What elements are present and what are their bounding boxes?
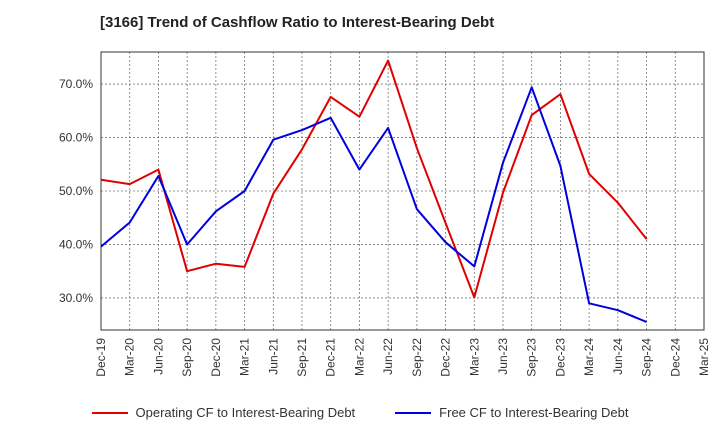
legend-item-free-cf: Free CF to Interest-Bearing Debt xyxy=(395,405,628,420)
x-tick-label: Sep-24 xyxy=(640,338,654,377)
x-tick-label: Jun-20 xyxy=(151,338,165,375)
x-tick-label: Jun-23 xyxy=(496,338,510,375)
series-line-free-cf xyxy=(100,86,647,323)
legend-label-operating-cf: Operating CF to Interest-Bearing Debt xyxy=(135,405,356,420)
x-tick-label: Dec-21 xyxy=(324,338,338,377)
x-tick-label: Jun-22 xyxy=(381,338,395,375)
y-tick-label: 50.0% xyxy=(59,184,93,198)
x-tick-label: Mar-22 xyxy=(352,338,366,376)
x-tick-label: Jun-24 xyxy=(611,338,625,375)
y-axis-ticks: 30.0% 40.0% 50.0% 60.0% 70.0% xyxy=(59,77,93,305)
x-axis-ticks: Dec-19 Mar-20 Jun-20 Sep-20 Dec-20 Mar-21 Jun-… xyxy=(94,338,711,377)
x-tick-label: Sep-23 xyxy=(525,338,539,377)
x-tick-label: Mar-20 xyxy=(123,338,137,376)
y-tick-label: 60.0% xyxy=(59,131,93,145)
grid xyxy=(100,52,705,330)
legend-swatch-free-cf xyxy=(395,411,432,414)
plot-area xyxy=(100,51,705,331)
x-tick-label: Sep-21 xyxy=(295,338,309,377)
x-tick-label: Mar-23 xyxy=(467,338,481,376)
legend: Operating CF to Interest-Bearing Debt Fr… xyxy=(0,405,720,420)
x-tick-label: Dec-23 xyxy=(553,338,567,377)
y-tick-label: 70.0% xyxy=(59,77,93,91)
legend-item-operating-cf: Operating CF to Interest-Bearing Debt xyxy=(91,405,356,420)
legend-label-free-cf: Free CF to Interest-Bearing Debt xyxy=(439,405,629,420)
x-tick-label: Dec-24 xyxy=(668,338,682,377)
series-line-operating-cf xyxy=(100,59,648,299)
y-tick-label: 40.0% xyxy=(59,237,93,251)
series-layer xyxy=(100,59,648,323)
x-tick-label: Mar-24 xyxy=(582,338,596,376)
x-tick-label: Mar-25 xyxy=(697,338,711,376)
x-tick-label: Mar-21 xyxy=(238,338,252,376)
y-tick-label: 30.0% xyxy=(59,291,93,305)
legend-swatch-operating-cf xyxy=(91,411,128,414)
x-tick-label: Jun-21 xyxy=(266,338,280,375)
x-tick-label: Dec-19 xyxy=(94,338,108,377)
x-tick-label: Sep-20 xyxy=(180,338,194,377)
x-tick-label: Sep-22 xyxy=(410,338,424,377)
chart-title: [3166] Trend of Cashflow Ratio to Intere… xyxy=(100,14,495,31)
x-tick-label: Dec-20 xyxy=(209,338,223,377)
x-tick-label: Dec-22 xyxy=(439,338,453,377)
